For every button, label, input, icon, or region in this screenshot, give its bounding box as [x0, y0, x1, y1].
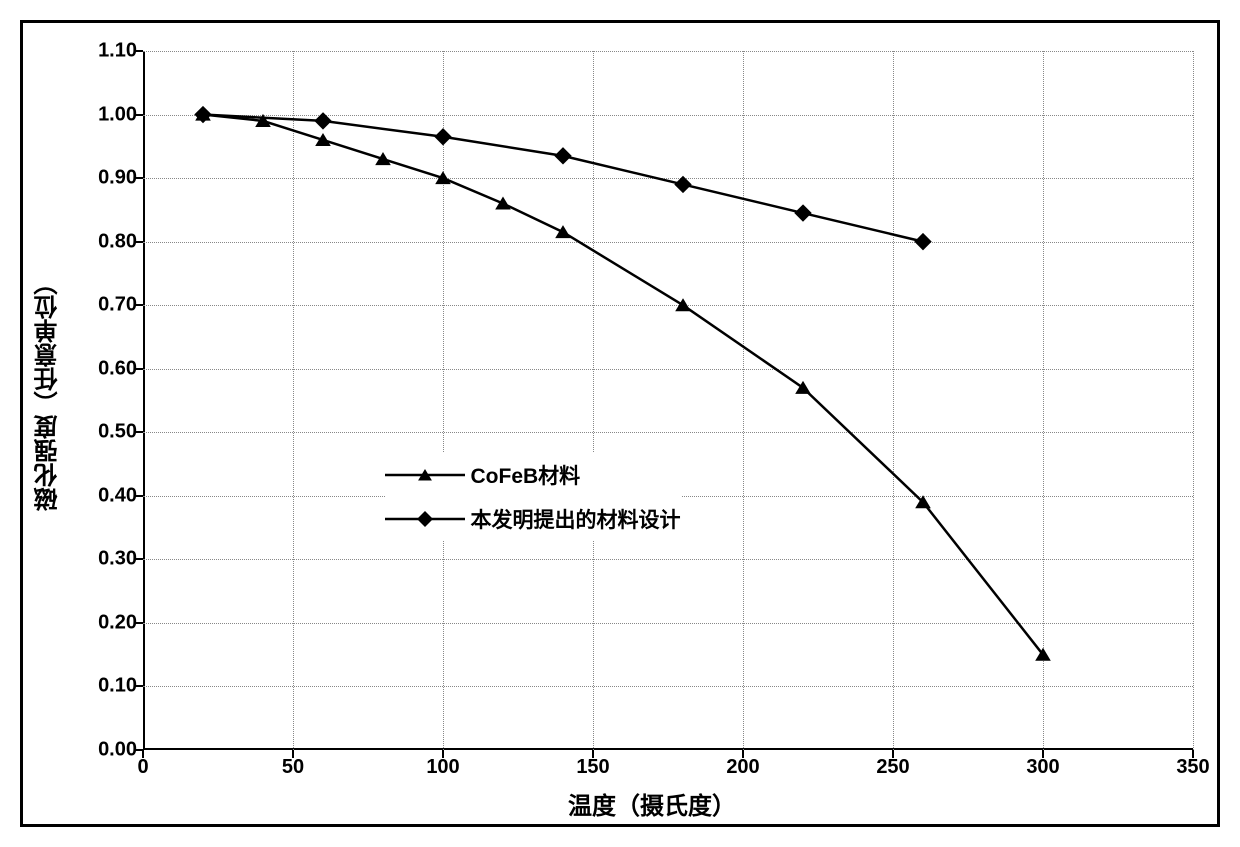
ytick-label: 0.50	[98, 421, 143, 444]
marker-invention	[915, 234, 931, 250]
series-line-invention	[203, 115, 923, 242]
marker-cofeb	[556, 226, 570, 238]
ytick-label: 0.80	[98, 230, 143, 253]
legend-label: 本发明提出的材料设计	[471, 504, 681, 534]
xtick-label: 350	[1176, 750, 1209, 779]
ytick-label: 0.30	[98, 548, 143, 571]
ytick-label: 0.60	[98, 357, 143, 380]
ytick-label: 0.70	[98, 294, 143, 317]
series-line-cofeb	[203, 115, 1043, 655]
y-axis-title: 磁化强度（任意单位）	[31, 271, 66, 511]
marker-invention	[315, 113, 331, 129]
xtick-label: 250	[876, 750, 909, 779]
marker-invention	[555, 148, 571, 164]
legend-item-cofeb: CoFeB材料	[385, 453, 681, 497]
x-axis-title: 温度（摄氏度）	[568, 786, 736, 821]
ytick-label: 1.10	[98, 40, 143, 63]
plot-area: 0501001502002503003500.000.100.200.300.4…	[143, 51, 1193, 750]
ytick-label: 0.40	[98, 484, 143, 507]
chart-container: 0501001502002503003500.000.100.200.300.4…	[20, 20, 1220, 827]
ytick-label: 0.00	[98, 739, 143, 762]
legend-item-invention: 本发明提出的材料设计	[385, 497, 681, 541]
xtick-label: 50	[282, 750, 304, 779]
series-layer	[143, 51, 1193, 750]
xtick-label: 300	[1026, 750, 1059, 779]
xtick-label: 200	[726, 750, 759, 779]
xtick-label: 100	[426, 750, 459, 779]
ytick-label: 0.10	[98, 675, 143, 698]
ytick-label: 0.20	[98, 611, 143, 634]
ytick-label: 0.90	[98, 167, 143, 190]
legend-label: CoFeB材料	[471, 460, 581, 490]
marker-invention	[675, 176, 691, 192]
marker-invention	[435, 129, 451, 145]
marker-invention	[795, 205, 811, 221]
legend: CoFeB材料本发明提出的材料设计	[385, 453, 681, 541]
ytick-label: 1.00	[98, 103, 143, 126]
marker-cofeb	[496, 198, 510, 210]
xtick-label: 150	[576, 750, 609, 779]
